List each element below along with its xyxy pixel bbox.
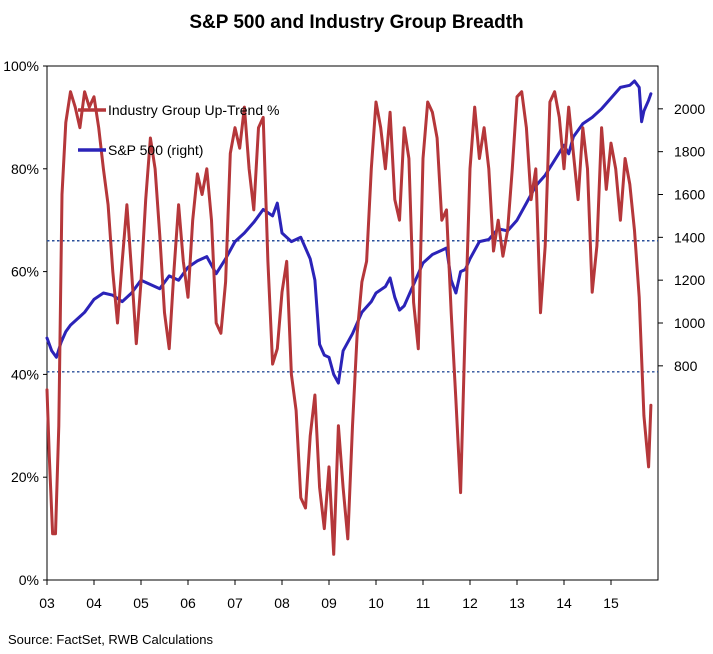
x-tick-label: 10 bbox=[368, 595, 384, 611]
reference-lines bbox=[47, 240, 658, 373]
x-tick-label: 05 bbox=[133, 595, 149, 611]
chart-title: S&P 500 and Industry Group Breadth bbox=[189, 12, 524, 33]
breadth-series-line bbox=[45, 90, 653, 556]
x-tick-label: 08 bbox=[274, 595, 290, 611]
x-tick-label: 14 bbox=[556, 595, 572, 611]
left-tick-label: 80% bbox=[11, 161, 39, 177]
x-tick-label: 03 bbox=[39, 595, 55, 611]
left-tick-label: 20% bbox=[11, 469, 39, 485]
right-tick-label: 800 bbox=[674, 358, 698, 374]
left-axis-ticks: 0% 20% 40% 60% 80% 100% bbox=[3, 58, 47, 588]
left-tick-label: 40% bbox=[11, 366, 39, 382]
right-tick-label: 1400 bbox=[674, 229, 705, 245]
source-note: Source: FactSet, RWB Calculations bbox=[8, 632, 213, 647]
legend: Industry Group Up-Trend % S&P 500 (right) bbox=[78, 102, 279, 158]
left-tick-label: 100% bbox=[3, 58, 39, 74]
x-tick-label: 11 bbox=[416, 595, 431, 611]
left-tick-label: 0% bbox=[19, 572, 39, 588]
x-tick-label: 07 bbox=[227, 595, 243, 611]
series-lines bbox=[45, 79, 653, 556]
legend-label-0: Industry Group Up-Trend % bbox=[108, 102, 279, 118]
x-tick-label: 12 bbox=[462, 595, 478, 611]
right-tick-label: 1000 bbox=[674, 315, 705, 331]
x-tick-label: 13 bbox=[509, 595, 525, 611]
left-tick-label: 60% bbox=[11, 264, 39, 280]
x-tick-label: 04 bbox=[86, 595, 102, 611]
x-tick-label: 09 bbox=[321, 595, 337, 611]
right-tick-label: 1200 bbox=[674, 272, 705, 288]
x-axis-ticks: 03 04 05 06 07 08 09 10 11 12 13 14 15 bbox=[39, 580, 619, 611]
x-tick-label: 15 bbox=[603, 595, 619, 611]
right-tick-label: 1800 bbox=[674, 144, 705, 160]
x-tick-label: 06 bbox=[180, 595, 196, 611]
legend-label-1: S&P 500 (right) bbox=[108, 142, 203, 158]
right-tick-label: 1600 bbox=[674, 187, 705, 203]
right-tick-label: 2000 bbox=[674, 101, 705, 117]
right-axis-ticks: 800 1000 1200 1400 1600 1800 2000 bbox=[658, 101, 705, 374]
